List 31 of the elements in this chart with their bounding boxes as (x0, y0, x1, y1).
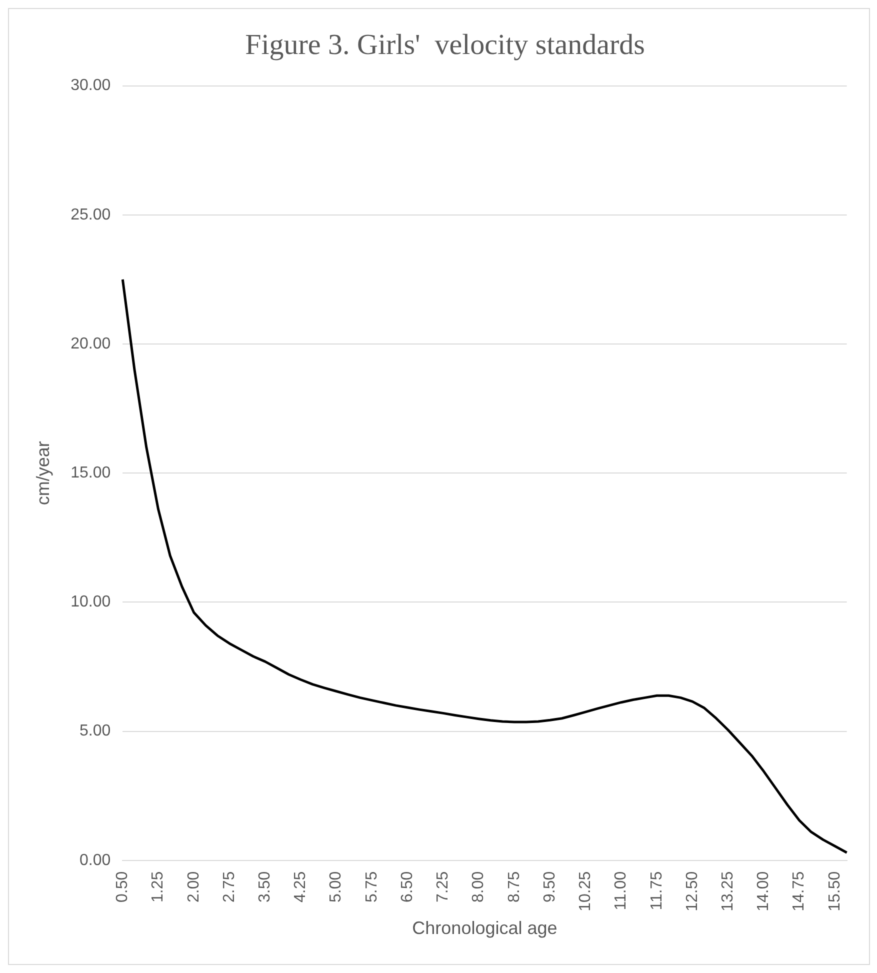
x-tick-label: 8.75 (506, 871, 523, 902)
x-tick-label: 8.00 (470, 871, 488, 902)
x-tick-label: 10.25 (577, 871, 594, 912)
y-axis-title: cm/year (32, 441, 53, 506)
y-tick-label: 20.00 (70, 335, 111, 352)
x-tick-label: 11.00 (612, 871, 630, 910)
x-tick-label: 2.00 (185, 871, 202, 902)
x-tick-label: 6.50 (398, 871, 416, 902)
x-tick-label: 1.25 (150, 871, 167, 902)
x-tick-label: 9.50 (541, 871, 558, 902)
x-tick-label: 15.50 (826, 871, 844, 912)
y-tick-label: 0.00 (80, 852, 111, 869)
y-tick-label: 5.00 (80, 722, 111, 740)
x-tick-label: 4.25 (292, 871, 310, 902)
x-tick-label: 5.00 (328, 871, 345, 902)
x-axis-title: Chronological age (412, 918, 558, 938)
x-tick-label: 13.25 (719, 871, 736, 912)
x-tick-label: 5.75 (363, 871, 380, 902)
x-tick-label: 2.75 (220, 871, 238, 902)
x-tick-label: 12.50 (684, 871, 701, 912)
x-tick-label: 14.00 (755, 871, 772, 912)
y-tick-label: 30.00 (70, 77, 111, 94)
x-tick-label: 14.75 (790, 871, 808, 912)
y-tick-label: 10.00 (70, 594, 111, 611)
x-tick-label: 0.50 (114, 871, 132, 902)
x-tick-label: 3.50 (256, 871, 274, 902)
x-tick-label: 7.25 (434, 871, 452, 902)
chart-title: Figure 3. Girls' velocity standards (245, 29, 645, 62)
y-tick-label: 25.00 (70, 206, 111, 224)
x-tick-label: 11.75 (648, 871, 666, 910)
y-tick-label: 15.00 (70, 464, 111, 482)
